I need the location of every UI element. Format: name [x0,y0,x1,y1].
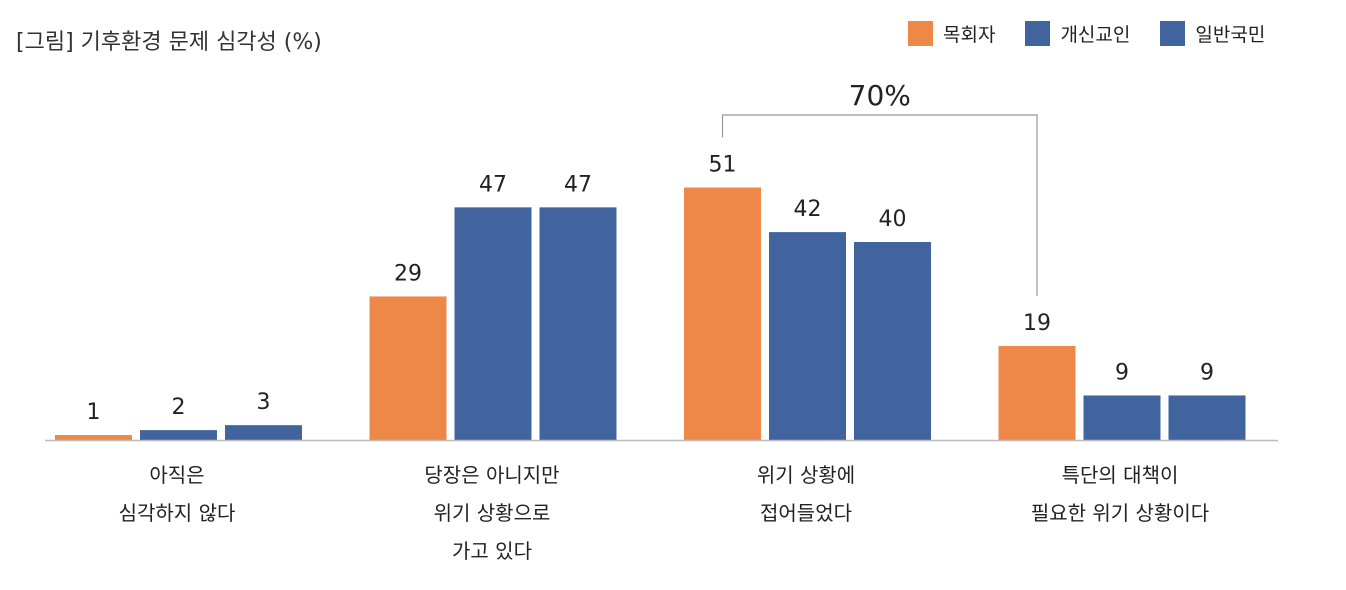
category-label: 특단의 대책이 필요한 위기 상황이다 [1030,463,1210,525]
bar [55,435,132,440]
legend: 목회자 개신교인 일반국민 [908,20,1265,47]
bar [539,207,617,440]
category-label: 위기 상황에 접어들었다 [756,463,856,525]
legend-swatch [1025,21,1051,46]
bar [1083,395,1161,440]
bar [769,232,846,440]
data-label: 19 [1023,311,1051,336]
data-label: 42 [794,197,822,222]
legend-label: 일반국민 [1195,24,1266,46]
data-label: 2 [172,395,186,420]
category-label: 당장은 아니지만 위기 상황으로 가고 있다 [424,463,560,563]
data-label: 9 [1200,360,1214,385]
bar [854,242,931,440]
annotation-label: 70% [849,79,911,112]
data-label: 3 [257,390,271,415]
legend-item: 일반국민 [1160,20,1265,47]
legend-swatch [1160,21,1186,46]
bar [684,187,761,440]
legend-label: 개신교인 [1060,24,1131,46]
bar [998,345,1076,440]
legend-item: 개신교인 [1025,20,1130,47]
category-label: 아직은 심각하지 않다 [118,463,236,525]
legend-label: 목회자 [943,24,996,46]
data-label: 51 [709,153,737,178]
annotation-bracket [721,114,1038,296]
data-label: 47 [564,172,592,197]
data-label: 9 [1115,360,1129,385]
chart-title: [그림] 기후환경 문제 심각성 (%) [16,30,322,55]
bar [225,425,302,440]
legend-item: 목회자 [908,20,995,47]
data-label: 40 [879,207,907,232]
bar [454,207,532,440]
data-label: 29 [394,261,422,286]
bar [1168,395,1246,440]
data-label: 47 [479,172,507,197]
data-label: 1 [87,400,101,425]
bar [140,430,217,440]
bar [369,296,447,440]
legend-swatch [908,21,933,46]
